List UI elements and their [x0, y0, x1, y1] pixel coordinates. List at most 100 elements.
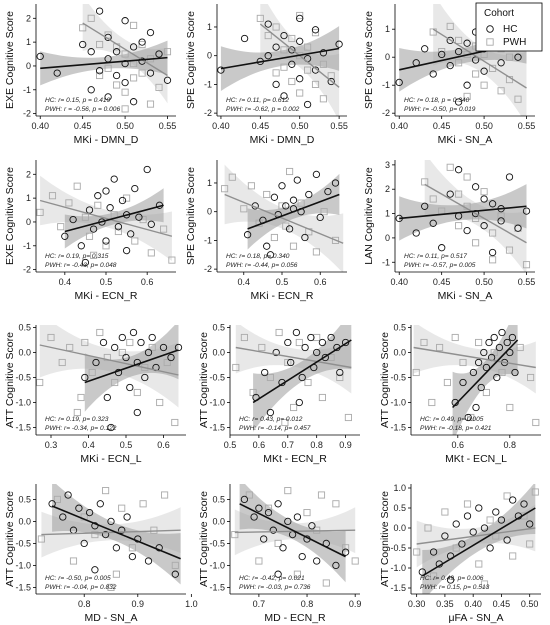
hc-data-point	[91, 522, 99, 530]
x-axis-label: MKt - ECN_L	[445, 453, 507, 465]
pwh-data-point	[498, 368, 506, 377]
hc-data-point	[171, 570, 179, 578]
pwh-stat-annotation: PWH: r= -0.62, p = 0.002	[226, 106, 300, 113]
hc-data-point	[272, 348, 280, 357]
hc-stat-annotation: HC: r= -0.42, p= 0.021	[239, 575, 305, 582]
hc-data-point	[341, 548, 350, 556]
y-axis-label: SPE Cognitive Score	[185, 167, 197, 265]
y-tick-label: -1.0	[390, 398, 406, 408]
hc-regression-line	[51, 505, 181, 560]
hc-data-point	[292, 328, 301, 337]
y-tick-label: -1	[23, 241, 31, 251]
hc-stat-annotation: HC: r= 0.49, p= 0.006	[420, 575, 484, 582]
x-tick-label: 0.50	[521, 599, 539, 609]
pwh-data-point	[128, 544, 136, 552]
pwh-data-point	[57, 223, 65, 231]
x-axis-label: MD - ECN_R	[264, 612, 326, 624]
pwh-data-point	[472, 239, 480, 247]
pwh-data-point	[443, 378, 451, 387]
hc-data-point	[452, 520, 460, 528]
pwh-data-point	[497, 87, 505, 95]
hc-data-point	[313, 348, 321, 357]
hc-data-point	[77, 242, 85, 250]
pwh-data-point	[121, 88, 129, 96]
x-tick-label: 0.4	[82, 440, 95, 450]
x-tick-label: 0.8	[310, 440, 323, 450]
y-tick-label: -0.5	[390, 543, 406, 553]
hc-data-point	[114, 223, 123, 231]
hc-stat-annotation: HC: r= 0.49, p= 0.005	[420, 416, 484, 423]
hc-data-point	[441, 532, 449, 540]
hc-data-point	[332, 561, 340, 570]
pwh-data-point	[80, 513, 88, 521]
hc-data-point	[266, 251, 275, 259]
hc-data-point	[480, 67, 488, 75]
legend-title: Cohort	[484, 8, 514, 19]
hc-data-point	[240, 34, 249, 43]
pwh-data-point	[289, 242, 298, 250]
hc-stat-annotation: HC: r= 0.19, p= 0.323	[45, 416, 109, 423]
hc-confidence-band	[452, 325, 518, 435]
pwh-data-point	[228, 173, 236, 181]
hc-data-point	[471, 183, 480, 191]
hc-data-point	[89, 225, 98, 233]
pwh-confidence-band	[413, 325, 536, 394]
y-tick-label: 0.0	[393, 523, 406, 533]
legend-hc-label: HC	[503, 24, 517, 35]
pwh-data-point	[53, 495, 61, 503]
pwh-data-point	[327, 72, 335, 80]
pwh-data-point	[240, 205, 248, 213]
pwh-data-point	[263, 190, 271, 199]
y-axis-label: ATT Cognitive Score	[4, 491, 16, 587]
legend-hc-marker	[486, 25, 494, 33]
hc-data-point	[508, 333, 517, 342]
hc-regression-line	[452, 339, 519, 409]
pwh-stat-annotation: PWH: r= -0.04, p= 0.832	[45, 584, 117, 591]
pwh-data-point	[139, 500, 147, 508]
hc-data-point	[316, 213, 324, 222]
hc-data-point	[278, 182, 286, 190]
y-tick-label: -2	[382, 108, 390, 118]
hc-data-point	[412, 229, 420, 237]
pwh-data-point	[231, 531, 239, 539]
y-tick-label: 0.0	[18, 516, 31, 526]
pwh-data-point	[73, 182, 81, 190]
hc-data-point	[421, 45, 429, 53]
pwh-data-point	[441, 508, 449, 516]
pwh-data-point	[121, 50, 129, 58]
plot-area	[36, 325, 183, 432]
hc-data-point	[526, 520, 534, 528]
hc-data-point	[279, 544, 287, 552]
hc-data-point	[123, 513, 131, 521]
pwh-data-point	[304, 43, 312, 51]
hc-confidence-band	[422, 484, 536, 594]
pwh-regression-line	[39, 199, 173, 237]
pwh-data-point	[452, 544, 460, 552]
hc-data-point	[264, 508, 273, 517]
pwh-data-point	[430, 572, 438, 580]
y-tick-label: 1	[385, 209, 390, 219]
hc-data-point	[129, 98, 138, 106]
pwh-data-point	[139, 216, 147, 224]
pwh-data-point	[81, 338, 89, 347]
pwh-data-point	[264, 504, 273, 512]
hc-regression-line	[64, 204, 164, 233]
pwh-data-point	[505, 246, 514, 254]
pwh-data-point	[88, 368, 96, 377]
hc-data-point	[463, 226, 471, 235]
y-tick-label: -1	[204, 79, 212, 89]
pwh-data-point	[522, 261, 531, 269]
pwh-data-point	[240, 333, 248, 342]
plot-area	[36, 165, 176, 267]
hc-data-point	[335, 40, 343, 48]
pwh-data-point	[322, 579, 330, 587]
pwh-regression-line	[39, 344, 179, 376]
hc-data-point	[126, 383, 134, 392]
hc-data-point	[301, 233, 309, 242]
hc-data-point	[312, 170, 321, 179]
hc-data-point	[319, 49, 328, 57]
pwh-data-point	[255, 557, 263, 565]
pwh-data-point	[288, 34, 296, 43]
y-tick-label: 0	[385, 233, 390, 243]
pwh-stat-annotation: PWH: r= -0.03, p= 0.736	[239, 584, 311, 591]
